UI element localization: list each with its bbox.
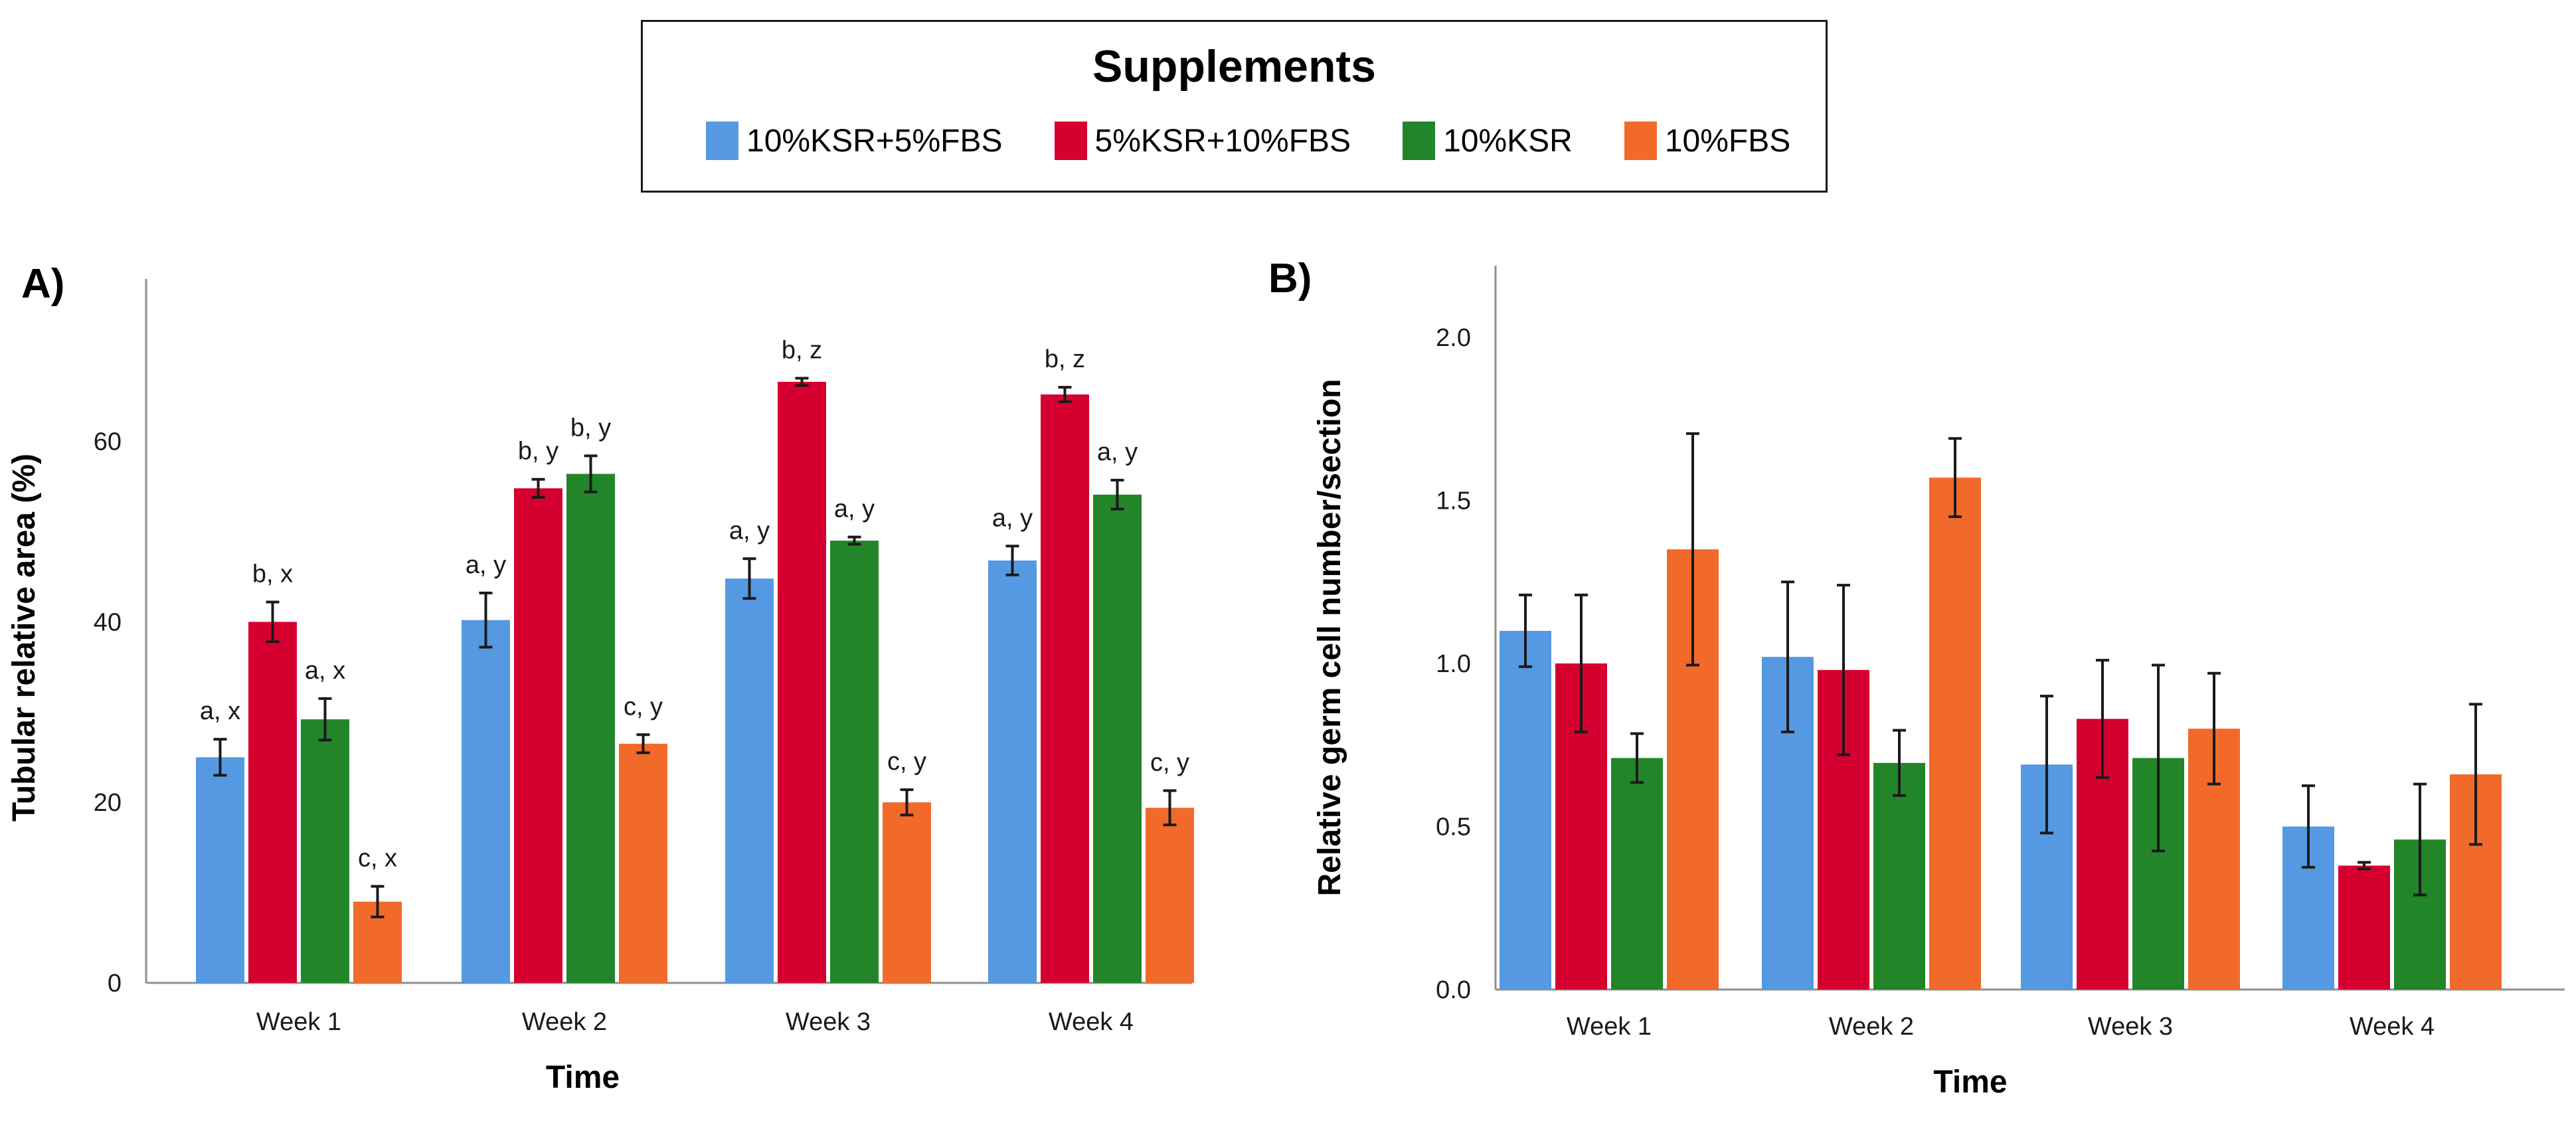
- y-tick-label: 1.0: [1436, 650, 1471, 678]
- bar: [1500, 630, 1551, 990]
- legend-swatch: [1054, 122, 1087, 160]
- legend-title: Supplements: [1092, 41, 1376, 92]
- y-axis-title: Relative germ cell number/section: [1312, 379, 1347, 897]
- x-tick-label: Week 2: [522, 1008, 607, 1036]
- bar: [196, 757, 244, 983]
- chart-panel-a: 0 20 40 60 a, x b, x a, x c, x Week 1 a, y b, y b, …: [7, 261, 1194, 1095]
- legend-label: 10%KSR: [1443, 123, 1573, 159]
- panel-label: A): [21, 261, 64, 307]
- legend-item: 10%KSR: [1403, 122, 1573, 160]
- x-tick-label: Week 3: [786, 1008, 871, 1036]
- bar: [1146, 808, 1194, 983]
- bar: [988, 561, 1037, 983]
- bar: [1041, 394, 1089, 983]
- legend-items: 10%KSR+5%FBS 5%KSR+10%FBS 10%KSR 10%FBS: [706, 122, 1842, 160]
- significance-label: a, y: [466, 551, 506, 579]
- significance-label: b, y: [518, 438, 558, 466]
- y-tick-label: 0.0: [1436, 976, 1471, 1004]
- significance-label: a, y: [992, 504, 1033, 532]
- y-tick-label: 1.5: [1436, 487, 1471, 515]
- y-tick-label: 0.5: [1436, 814, 1471, 841]
- bar: [462, 620, 510, 983]
- bar: [619, 743, 667, 983]
- y-tick-label: 40: [94, 608, 122, 636]
- bar: [514, 488, 562, 983]
- bar: [1093, 494, 1142, 983]
- significance-label: c, y: [624, 693, 663, 721]
- bar: [1611, 758, 1663, 990]
- legend-item: 10%FBS: [1624, 122, 1790, 160]
- x-tick-label: Week 3: [2088, 1013, 2173, 1041]
- bar: [883, 802, 931, 983]
- significance-label: c, y: [1150, 749, 1189, 777]
- bar: [566, 474, 615, 983]
- significance-label: c, y: [887, 748, 926, 776]
- legend-label: 10%KSR+5%FBS: [746, 123, 1003, 159]
- bar: [1929, 477, 1981, 990]
- y-tick-label: 60: [94, 428, 122, 456]
- significance-label: b, z: [1045, 345, 1085, 373]
- significance-label: a, y: [729, 517, 770, 545]
- legend-item: 5%KSR+10%FBS: [1054, 122, 1351, 160]
- significance-label: a, x: [200, 697, 240, 725]
- x-axis-title: Time: [546, 1060, 620, 1095]
- legend-swatch: [1624, 122, 1657, 160]
- x-tick-label: Week 4: [2350, 1013, 2435, 1041]
- bar: [248, 622, 297, 983]
- bar: [2338, 865, 2390, 990]
- significance-label: a, y: [834, 495, 875, 523]
- significance-label: a, y: [1097, 438, 1138, 466]
- bar: [778, 381, 826, 983]
- bar: [725, 578, 774, 983]
- significance-label: b, z: [782, 336, 822, 364]
- y-axis-title: Tubular relative area (%): [7, 454, 42, 822]
- significance-label: a, x: [305, 657, 345, 685]
- x-tick-label: Week 1: [1567, 1013, 1652, 1041]
- legend-label: 10%FBS: [1664, 123, 1791, 159]
- significance-label: c, x: [358, 845, 397, 873]
- x-tick-label: Week 4: [1049, 1008, 1134, 1036]
- significance-label: b, x: [252, 561, 293, 588]
- x-tick-label: Week 1: [256, 1008, 341, 1036]
- bar: [301, 719, 349, 983]
- legend-swatch: [706, 122, 738, 160]
- y-tick-label: 0: [108, 970, 122, 997]
- x-axis-title: Time: [1933, 1065, 2007, 1100]
- bar: [830, 541, 879, 983]
- chart-panel-b: 0.0 0.5 1.0 1.5 2.0 Week 1 Week 2 Week 3 Week 4 T…: [1268, 256, 2565, 1100]
- y-tick-label: 2.0: [1436, 324, 1471, 352]
- legend-label: 5%KSR+10%FBS: [1094, 123, 1351, 159]
- bar: [1873, 762, 1925, 990]
- x-tick-label: Week 2: [1829, 1013, 1914, 1041]
- y-tick-label: 20: [94, 789, 122, 817]
- legend-item: 10%KSR+5%FBS: [706, 122, 1003, 160]
- legend: Supplements 10%KSR+5%FBS 5%KSR+10%FBS 10…: [641, 20, 1828, 193]
- significance-label: b, y: [570, 414, 611, 442]
- panel-label: B): [1268, 256, 1312, 302]
- legend-swatch: [1403, 122, 1436, 160]
